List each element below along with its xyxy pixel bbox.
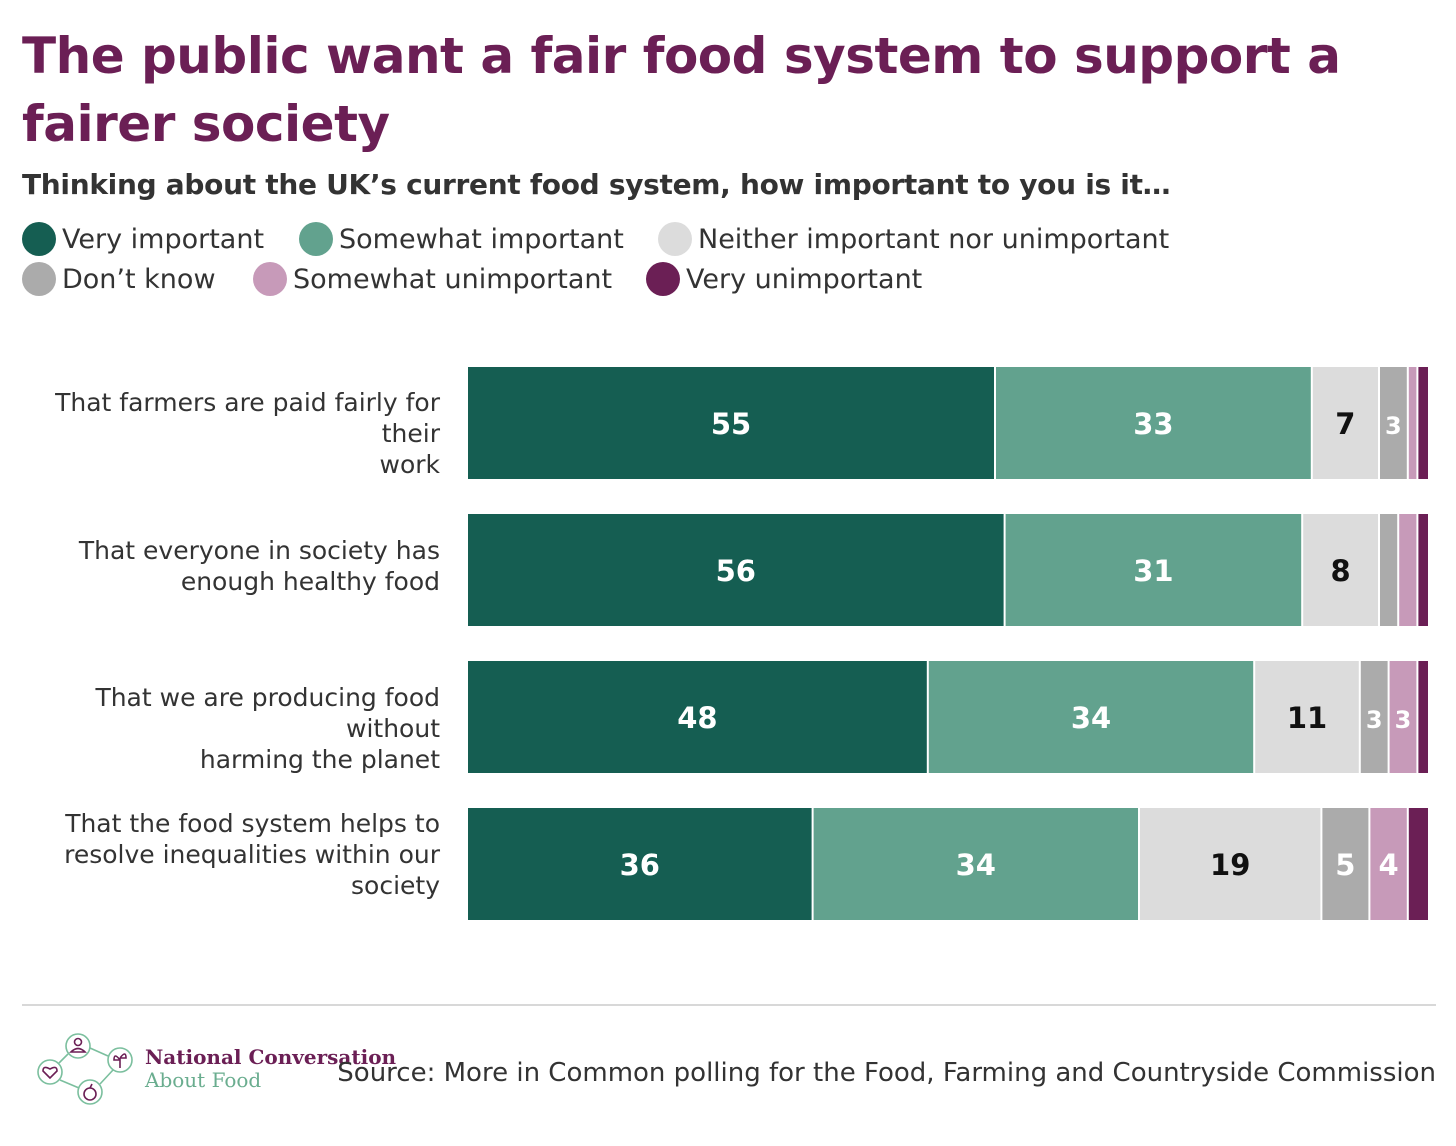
row-label-line: That everyone in society has bbox=[78, 536, 440, 565]
legend-label: Somewhat unimportant bbox=[293, 263, 613, 295]
bar-segment-very-important bbox=[468, 808, 812, 920]
bar-segment-very-unimportant bbox=[1408, 808, 1428, 920]
legend-item-very-unimportant: Very unimportant bbox=[646, 262, 922, 296]
row-label-line: work bbox=[379, 450, 441, 479]
national-conversation-logo-icon bbox=[37, 1033, 133, 1105]
bar-segment-dont-know bbox=[1380, 367, 1407, 479]
bar-segment-somewhat-unimportant bbox=[1370, 808, 1407, 920]
row-label-line: harming the planet bbox=[199, 745, 440, 774]
row-label-enough-healthy-food: That everyone in society has enough heal… bbox=[18, 535, 440, 597]
legend-swatch-dont-know bbox=[22, 262, 56, 296]
legend-swatch-very-important bbox=[22, 222, 56, 256]
row-label-line: That the food system helps to bbox=[65, 809, 440, 838]
stacked-bar-chart: 55 33 7 356 31 848 34 11 3 336 34 19 5 4 bbox=[468, 367, 1428, 920]
legend-label: Don’t know bbox=[62, 263, 216, 295]
org-name-line1: National Conversation bbox=[145, 1045, 397, 1069]
bar-segment-somewhat-unimportant bbox=[1389, 661, 1417, 773]
bar-value-label: 19 bbox=[1210, 848, 1250, 882]
bar-segment-dont-know bbox=[1322, 808, 1369, 920]
legend-item-very-important: Very important bbox=[22, 222, 264, 256]
bar-segment-neither bbox=[1312, 367, 1378, 479]
bar-segment-dont-know bbox=[1360, 661, 1388, 773]
bar-value-label: 3 bbox=[1395, 706, 1412, 734]
legend-item-somewhat-unimportant: Somewhat unimportant bbox=[253, 262, 612, 296]
legend-label: Somewhat important bbox=[339, 223, 624, 255]
bar-value-label: 3 bbox=[1385, 412, 1402, 440]
bar-value-label: 4 bbox=[1379, 848, 1399, 882]
org-name-line2: About Food bbox=[145, 1068, 262, 1092]
legend-item-dont-know: Don’t know bbox=[22, 262, 216, 296]
legend-item-neither: Neither important nor unimportant bbox=[658, 222, 1169, 256]
row-label-line: society bbox=[351, 871, 440, 900]
bar-value-label: 33 bbox=[1133, 407, 1173, 441]
row-label-line: resolve inequalities within our bbox=[64, 840, 440, 869]
bar-segment-very-unimportant bbox=[1418, 514, 1428, 626]
bar-value-label: 7 bbox=[1335, 407, 1355, 441]
bar-segment-somewhat-unimportant bbox=[1399, 514, 1417, 626]
bar-value-label: 56 bbox=[716, 554, 756, 588]
bar-segment-somewhat-unimportant bbox=[1408, 367, 1417, 479]
bar-value-label: 5 bbox=[1335, 848, 1355, 882]
bar-segment-very-unimportant bbox=[1418, 367, 1428, 479]
bar-segment-very-unimportant bbox=[1418, 661, 1428, 773]
row-label-farmers-paid-fairly: That farmers are paid fairly for their w… bbox=[18, 387, 440, 480]
bar-value-label: 34 bbox=[1071, 701, 1111, 735]
bar-segment-neither bbox=[1255, 661, 1359, 773]
bar-value-label: 3 bbox=[1366, 706, 1383, 734]
bar-segment-somewhat-important bbox=[813, 808, 1138, 920]
legend-swatch-neither bbox=[658, 222, 692, 256]
row-label-resolve-inequalities: That the food system helps to resolve in… bbox=[18, 808, 440, 901]
legend-label: Very important bbox=[62, 223, 265, 255]
bar-value-label: 34 bbox=[956, 848, 996, 882]
chart-subtitle: Thinking about the UK’s current food sys… bbox=[22, 168, 1171, 201]
legend-swatch-somewhat-unimportant bbox=[253, 262, 287, 296]
source-note: Source: More in Common polling for the F… bbox=[337, 1058, 1436, 1088]
bar-segment-neither bbox=[1140, 808, 1321, 920]
bar-segment-dont-know bbox=[1380, 514, 1398, 626]
chart-title: The public want a fair food system to su… bbox=[22, 27, 1341, 153]
bar-value-label: 31 bbox=[1133, 554, 1173, 588]
bar-segment-somewhat-important bbox=[996, 367, 1311, 479]
org-name: National Conversation About Food bbox=[145, 1046, 396, 1092]
row-label-line: enough healthy food bbox=[180, 567, 440, 596]
bar-segment-very-important bbox=[468, 367, 994, 479]
bar-value-label: 36 bbox=[620, 848, 660, 882]
bar-segment-very-important bbox=[468, 514, 1004, 626]
row-label-line: That we are producing food without bbox=[95, 683, 440, 743]
legend-label: Neither important nor unimportant bbox=[698, 223, 1170, 255]
bar-value-label: 55 bbox=[711, 407, 751, 441]
bar-segment-neither bbox=[1303, 514, 1378, 626]
bar-segment-very-important bbox=[468, 661, 927, 773]
bar-value-label: 48 bbox=[677, 701, 717, 735]
row-label-not-harming-planet: That we are producing food without harmi… bbox=[18, 682, 440, 775]
bar-value-label: 8 bbox=[1331, 554, 1351, 588]
footer-divider bbox=[22, 1004, 1436, 1006]
bar-segment-somewhat-important bbox=[1005, 514, 1302, 626]
legend-swatch-somewhat-important bbox=[299, 222, 333, 256]
legend-label: Very unimportant bbox=[686, 263, 923, 295]
legend-swatch-very-unimportant bbox=[646, 262, 680, 296]
bar-segment-somewhat-important bbox=[928, 661, 1254, 773]
legend-item-somewhat-important: Somewhat important bbox=[299, 222, 624, 256]
bar-value-label: 11 bbox=[1287, 701, 1327, 735]
row-label-line: That farmers are paid fairly for their bbox=[55, 388, 440, 448]
